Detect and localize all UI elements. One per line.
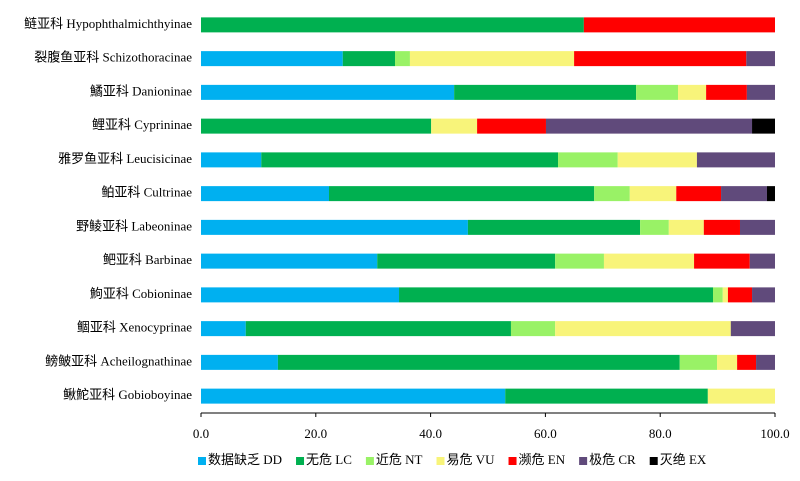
bar-segment <box>510 321 556 337</box>
bar-segment <box>696 152 775 168</box>
bar-segment <box>752 287 775 303</box>
x-tick-label: 60.0 <box>534 426 557 441</box>
bar-segment <box>752 118 775 134</box>
bar-segment <box>737 354 757 370</box>
bar-segment <box>201 186 330 202</box>
bar-segment <box>201 84 455 100</box>
bar-segment <box>201 51 343 67</box>
bar-segment <box>721 186 767 202</box>
bar-segment <box>603 253 695 269</box>
category-label: 鲢亚科 Hypophthalmichthyinae <box>24 16 192 31</box>
bar-segment <box>636 84 678 100</box>
bar-segment <box>467 219 641 235</box>
bar-segment <box>454 84 637 100</box>
x-tick-label: 80.0 <box>649 426 672 441</box>
category-label: 鲤亚科 Cyprininae <box>92 117 192 132</box>
bar-segment <box>201 287 400 303</box>
bar-segment <box>477 118 546 134</box>
legend-swatch <box>579 457 588 465</box>
category-label: 鳑鲏亚科 Acheilognathinae <box>45 353 192 368</box>
bar-segment <box>694 253 750 269</box>
bar-segment <box>201 152 262 168</box>
bar-segment <box>746 84 775 100</box>
bar-segment <box>201 219 468 235</box>
legend-swatch <box>508 457 517 465</box>
category-label: 鱊亚科 Danioninae <box>90 83 192 98</box>
bar-segment <box>766 186 775 202</box>
bar-segment <box>399 287 714 303</box>
legend-label: 易危 VU <box>447 452 496 467</box>
legend-label: 极危 CR <box>589 452 636 467</box>
x-tick-label: 40.0 <box>419 426 442 441</box>
bar-segment <box>245 321 511 337</box>
bar-segment <box>583 17 775 33</box>
bar-segment <box>703 219 740 235</box>
x-tick-label: 100.0 <box>760 426 789 441</box>
legend-label: 近危 NT <box>376 452 423 467</box>
bar-segment <box>261 152 559 168</box>
legend-swatch <box>365 457 374 465</box>
bar-segment <box>201 17 584 33</box>
bar-segment <box>739 219 775 235</box>
bar-segment <box>329 186 595 202</box>
bar-segment <box>746 51 775 67</box>
bar-segment <box>342 51 396 67</box>
bar-segment <box>640 219 669 235</box>
bar-segment <box>201 354 278 370</box>
category-label: 鮈亚科 Cobioninae <box>90 286 192 301</box>
bar-segment <box>555 253 604 269</box>
category-label: 雅罗鱼亚科 Leucisicinae <box>58 151 192 166</box>
category-label: 鲌亚科 Cultrinae <box>101 185 192 200</box>
bar-segment <box>617 152 697 168</box>
bar-segment <box>395 51 410 67</box>
legend-label: 无危 LC <box>306 452 352 467</box>
legend-swatch <box>296 457 305 465</box>
bar-segment <box>201 321 246 337</box>
bar-segment <box>505 388 708 404</box>
bar-segment <box>722 287 728 303</box>
category-label: 鳅鮀亚科 Gobioboyinae <box>63 387 192 402</box>
bar-segment <box>545 118 753 134</box>
bar-segment <box>727 287 753 303</box>
legend-swatch <box>436 457 445 465</box>
bar-segment <box>201 118 432 134</box>
category-label: 野鲮亚科 Labeoninae <box>76 218 192 233</box>
bar-segment <box>676 186 722 202</box>
bar-segment <box>679 354 718 370</box>
x-tick-label: 20.0 <box>304 426 327 441</box>
legend-swatch <box>649 457 658 465</box>
bar-segment <box>594 186 630 202</box>
bar-segment <box>409 51 575 67</box>
bar-segment <box>431 118 478 134</box>
bar-segment <box>201 388 506 404</box>
bar-segment <box>377 253 556 269</box>
bar-segment <box>277 354 680 370</box>
bar-segment <box>201 253 378 269</box>
legend-label: 数据缺乏 DD <box>208 452 282 467</box>
bar-segment <box>717 354 738 370</box>
bar-segment <box>706 84 747 100</box>
legend-label: 灭绝 EX <box>660 452 707 467</box>
bar-segment <box>555 321 731 337</box>
bar-segment <box>668 219 704 235</box>
legend-swatch <box>198 457 206 465</box>
bar-segment <box>730 321 775 337</box>
bar-segment <box>749 253 775 269</box>
x-tick-label: 0.0 <box>193 426 209 441</box>
legend-label: 濒危 EN <box>519 452 566 467</box>
bar-segment <box>629 186 677 202</box>
bar-segment <box>713 287 723 303</box>
category-label: 鲴亚科 Xenocyprinae <box>77 320 192 335</box>
bar-segment <box>677 84 707 100</box>
bar-segment <box>756 354 775 370</box>
category-label: 裂腹鱼亚科 Schizothoracinae <box>34 50 192 65</box>
category-label: 鲃亚科 Barbinae <box>103 252 192 267</box>
bar-segment <box>558 152 618 168</box>
bar-segment <box>707 388 775 404</box>
bar-segment <box>574 51 747 67</box>
